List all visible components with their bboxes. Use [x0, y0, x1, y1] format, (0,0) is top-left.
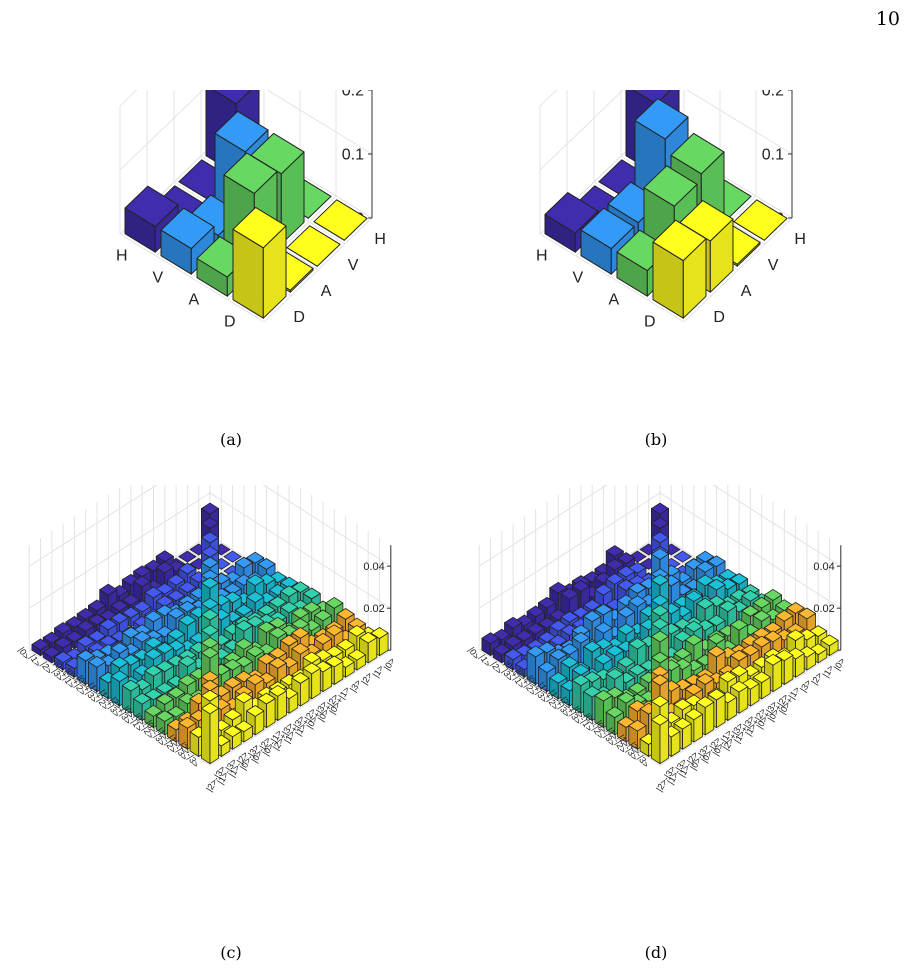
bar — [359, 631, 378, 664]
caption-b: (b) — [644, 430, 668, 449]
row-tick-label: D — [293, 309, 305, 326]
row-tick-label: H — [374, 231, 386, 248]
bar — [286, 225, 341, 267]
bar — [733, 199, 788, 241]
z-tick-label: 0.2 — [342, 90, 364, 100]
bars — [124, 90, 368, 319]
bar — [797, 645, 816, 671]
page-number: 10 — [875, 8, 900, 30]
col-tick-label: A — [188, 292, 199, 309]
caption-c: (c) — [220, 943, 242, 962]
bar — [155, 561, 174, 592]
bars — [481, 502, 839, 765]
bar — [232, 206, 287, 319]
col-tick-label: A — [608, 292, 619, 309]
bar — [673, 550, 692, 563]
bar3d-chart-c: 00.020.04|0>|1>|2>|3>|0>+|1>|0>+|2>|0>+|… — [16, 485, 397, 793]
col-tick-label: H — [536, 248, 548, 265]
row-tick-label: V — [768, 257, 779, 274]
row-tick-label: A — [321, 283, 332, 300]
bar — [313, 660, 333, 693]
z-tick-label: 0.02 — [363, 603, 384, 615]
bar — [223, 550, 242, 563]
caption-a: (a) — [219, 430, 243, 449]
row-tick-label: A — [741, 283, 752, 300]
z-tick-label: 0.1 — [762, 147, 784, 164]
col-tick-label: H — [116, 248, 128, 265]
col-tick-label: D — [644, 314, 656, 331]
bar — [54, 622, 73, 642]
z-tick-label: 0.04 — [813, 561, 834, 573]
caption-d: (d) — [644, 943, 668, 962]
row-tick-label: V — [348, 257, 359, 274]
col-tick-label: V — [152, 270, 163, 287]
bars — [31, 502, 389, 765]
col-tick-label: V — [572, 270, 583, 287]
col-tick-label: D — [224, 314, 236, 331]
bars — [544, 90, 788, 319]
row-tick-label: H — [794, 231, 806, 248]
row-tick-label: D — [713, 309, 725, 326]
bar3d-chart-d: 00.020.04|0>|1>|2>|3>|0>+|1>|0>+|2>|0>+|… — [466, 485, 847, 793]
bar — [200, 702, 220, 765]
z-tick-label: 0.04 — [363, 561, 384, 573]
z-tick-label: 0.2 — [762, 90, 784, 100]
bar — [178, 550, 197, 563]
z-tick-label: 0.02 — [813, 603, 834, 615]
bar — [313, 199, 368, 241]
z-tick-label: 0.1 — [342, 147, 364, 164]
bar — [650, 713, 670, 765]
bar — [652, 219, 707, 319]
